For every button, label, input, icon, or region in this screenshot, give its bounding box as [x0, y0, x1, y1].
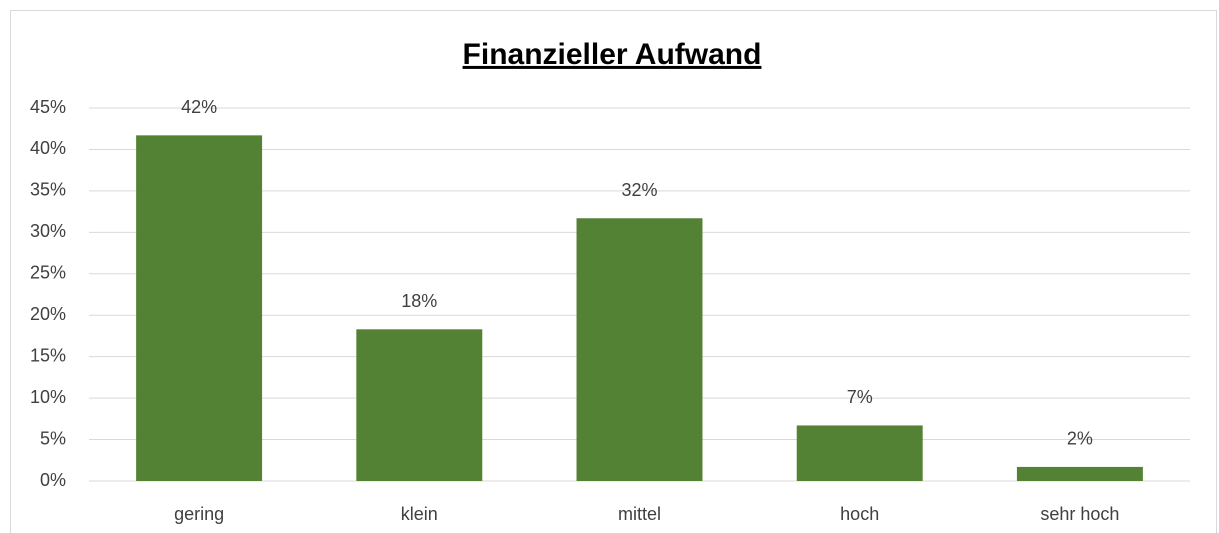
data-label: 32%: [621, 180, 657, 200]
y-tick-label: 30%: [30, 221, 66, 241]
bar: [136, 135, 263, 481]
y-tick-label: 20%: [30, 304, 66, 324]
data-label: 2%: [1067, 429, 1093, 449]
y-tick-label: 0%: [40, 470, 66, 490]
x-tick-label: sehr hoch: [1040, 504, 1119, 524]
x-tick-label: hoch: [840, 504, 879, 524]
bar: [796, 425, 923, 481]
data-label: 42%: [181, 97, 217, 117]
y-tick-label: 15%: [30, 345, 66, 365]
x-tick-label: klein: [401, 504, 438, 524]
y-tick-label: 5%: [40, 428, 66, 448]
y-tick-label: 25%: [30, 263, 66, 283]
y-tick-label: 35%: [30, 180, 66, 200]
data-label: 7%: [847, 387, 873, 407]
y-tick-label: 10%: [30, 387, 66, 407]
x-tick-label: mittel: [618, 504, 661, 524]
bar: [576, 218, 703, 481]
chart-title: Finanzieller Aufwand: [463, 38, 762, 71]
bar: [1016, 466, 1143, 481]
y-tick-label: 40%: [30, 138, 66, 158]
x-tick-label: gering: [174, 504, 224, 524]
data-label: 18%: [401, 291, 437, 311]
bar: [356, 329, 483, 481]
y-tick-label: 45%: [30, 97, 66, 117]
